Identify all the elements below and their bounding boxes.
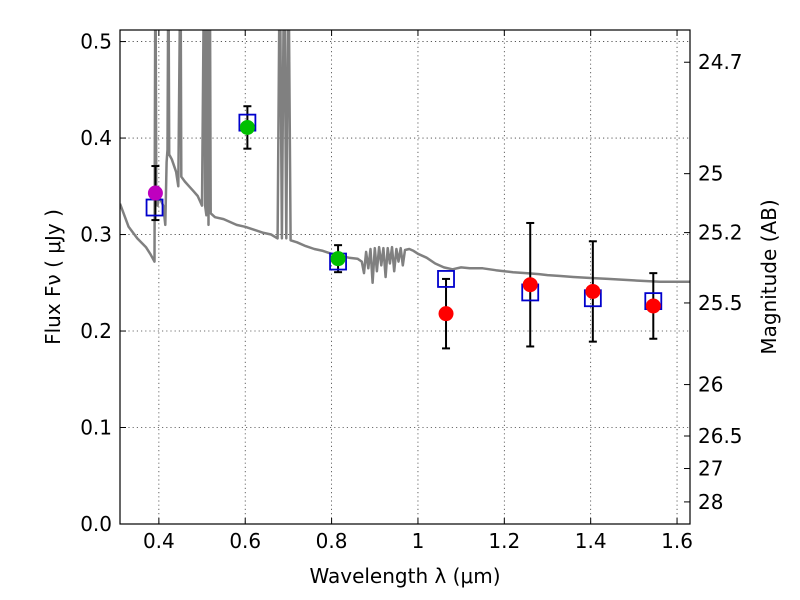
observed-flux-point xyxy=(438,306,454,322)
x-axis-label: Wavelength λ (μm) xyxy=(309,564,500,588)
observed-flux-point xyxy=(645,298,661,314)
y-tick-label: 0.4 xyxy=(80,126,112,150)
observed-flux-point xyxy=(239,119,255,135)
model-flux-square xyxy=(437,270,455,288)
observed-flux-point xyxy=(330,251,346,267)
right-tick-label: 24.7 xyxy=(698,50,743,74)
y-tick-label: 0.1 xyxy=(80,416,112,440)
observed-flux-point xyxy=(522,277,538,293)
axes-ticks: 0.4 0.6 0.8 1 1.2 1.4 1.6 0.0 0.1 0.2 0.3 0.4 0.5 24.… xyxy=(80,30,742,553)
y-axis-label-left: Flux Fν ( μJy ) xyxy=(41,209,65,345)
right-tick-label: 25.2 xyxy=(698,221,743,245)
x-tick-label: 0.4 xyxy=(143,529,175,553)
observed-flux-point xyxy=(147,185,163,201)
right-tick-label: 26.5 xyxy=(698,424,743,448)
y-tick-label: 0.0 xyxy=(80,512,112,536)
plot-frame xyxy=(119,29,691,525)
right-tick-label: 26 xyxy=(698,373,723,397)
plot-area xyxy=(120,30,690,350)
y-tick-label: 0.3 xyxy=(80,223,112,247)
right-tick-label: 25.5 xyxy=(698,291,743,315)
observed-flux-point xyxy=(585,283,601,299)
right-tick-label: 25 xyxy=(698,162,723,186)
x-tick-label: 0.6 xyxy=(229,529,261,553)
y-axis-label-right: Magnitude (AB) xyxy=(757,199,781,354)
x-tick-label: 0.8 xyxy=(316,529,348,553)
y-tick-label: 0.2 xyxy=(80,319,112,343)
right-tick-label: 27 xyxy=(698,457,723,481)
x-tick-label: 1.2 xyxy=(488,529,520,553)
right-tick-label: 28 xyxy=(698,490,723,514)
model-spectrum-line xyxy=(120,30,690,285)
y-tick-label: 0.5 xyxy=(80,30,112,54)
x-tick-label: 1.4 xyxy=(575,529,607,553)
x-tick-label: 1 xyxy=(412,529,425,553)
x-tick-label: 1.6 xyxy=(661,529,693,553)
